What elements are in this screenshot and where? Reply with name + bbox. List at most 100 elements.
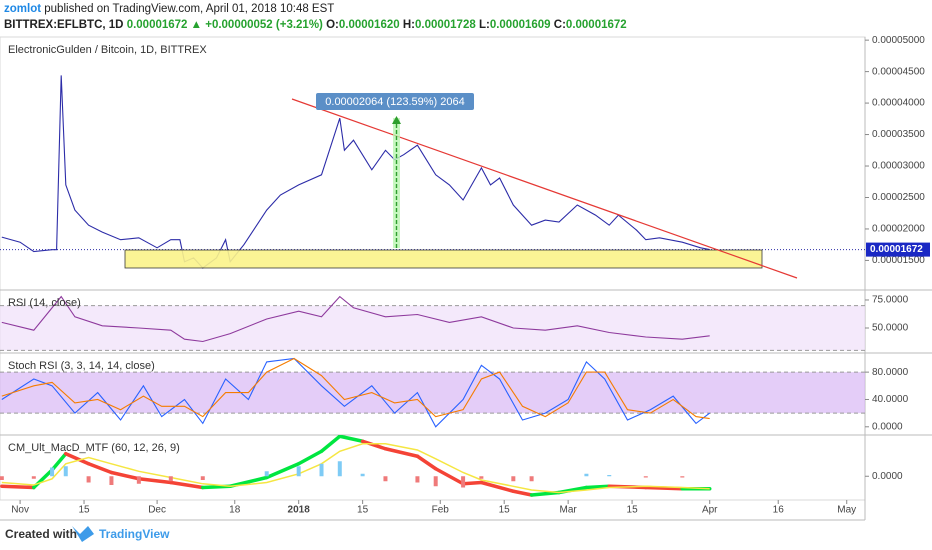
pane (0, 357, 865, 428)
macd-segment (529, 490, 561, 497)
x-tick-label: Apr (702, 505, 718, 516)
x-tick-label: Feb (432, 505, 450, 516)
macd-segment (109, 470, 141, 481)
histogram-bar (86, 476, 91, 483)
band (0, 372, 865, 414)
last-price-text: 0.00001672 (870, 244, 923, 255)
pane-title: ElectronicGulden / Bitcoin, 1D, BITTREX (8, 44, 207, 56)
macd-segment (479, 480, 516, 493)
x-tick-label: Nov (11, 505, 29, 516)
x-tick-label: May (837, 505, 856, 516)
histogram-bar (109, 476, 114, 485)
author[interactable]: zomlot (4, 3, 42, 15)
support-zone (124, 249, 763, 269)
histogram-bar (337, 461, 342, 477)
x-tick-label: 2018 (288, 505, 311, 516)
y-tick-label: 0.00002500 (872, 192, 925, 203)
y-tick-label: 75.0000 (872, 295, 909, 306)
histogram-bar (200, 476, 205, 480)
y-tick-label: 0.00003500 (872, 129, 925, 140)
y-tick-label: 0.00004500 (872, 66, 925, 77)
histogram-bar (50, 467, 55, 477)
macd-segment (169, 480, 205, 490)
measure-label: 0.00002064 (123.59%) 2064 (325, 96, 464, 108)
series-line (1, 295, 710, 343)
plot-frame (0, 36, 866, 501)
histogram-bar (168, 476, 173, 482)
y-tick-label: 0.00003000 (872, 161, 925, 172)
x-tick-label: 18 (229, 505, 241, 516)
open: 0.00001620 (338, 19, 400, 31)
histogram-bar (31, 476, 36, 479)
x-tick-label: Mar (560, 505, 578, 516)
series-line (1, 357, 710, 420)
high: 0.00001728 (414, 19, 476, 31)
histogram-bar (433, 476, 438, 487)
measure-arrow-head (392, 116, 401, 124)
macd-segment (296, 449, 324, 466)
series-line (1, 75, 710, 269)
series-line (1, 357, 711, 428)
x-tick-label: Dec (148, 505, 166, 516)
macd-segment (0, 484, 36, 490)
y-tick-label: 0.00005000 (872, 35, 925, 46)
c-label: C: (553, 19, 566, 31)
y-tick-label: 40.0000 (872, 394, 909, 405)
histogram-bar (479, 476, 484, 479)
low: 0.00001609 (489, 19, 551, 31)
o-label: O: (326, 19, 339, 31)
macd-segment (86, 462, 114, 475)
x-tick-label: 15 (78, 505, 90, 516)
last: 0.00001672 (126, 19, 188, 31)
y-tick-label: 50.0000 (872, 323, 909, 334)
close: 0.00001672 (565, 19, 627, 31)
histogram-bar (0, 476, 4, 480)
footer-created: Created with (5, 527, 77, 541)
footer-brand[interactable]: TradingView (99, 527, 170, 541)
published: published on TradingView.com, April 01, … (44, 3, 335, 15)
histogram-bar (511, 476, 516, 482)
macd-segment (644, 485, 685, 491)
y-tick-label: 80.0000 (872, 367, 909, 378)
x-tick-label: 15 (627, 505, 639, 516)
last-price-tag (866, 242, 930, 257)
x-tick-label: 15 (357, 505, 369, 516)
histogram-bar (607, 475, 612, 477)
macd-segment (50, 452, 68, 472)
trend-line (291, 98, 798, 279)
y-tick-label: 0.00002000 (872, 224, 925, 235)
macd-segment (64, 452, 91, 466)
series-line (1, 443, 710, 494)
measure-label-box (316, 93, 474, 110)
histogram-bar (383, 476, 388, 482)
pane (0, 435, 712, 497)
header-line-1: zomlot published on TradingView.com, Apr… (4, 3, 334, 15)
macd-segment (511, 489, 534, 497)
tv-logo (72, 526, 94, 542)
macd-segment (433, 467, 465, 486)
pane-title: Stoch RSI (3, 3, 14, 14, close) (8, 360, 155, 372)
macd-segment (137, 477, 173, 485)
y-tick-label: 0.00001500 (872, 255, 925, 266)
macd-segment (584, 484, 611, 490)
y-tick-label: 0.0000 (872, 471, 903, 482)
macd-segment (461, 480, 484, 486)
macd-segment (360, 439, 388, 451)
histogram-bar (461, 476, 466, 488)
change: ▲ +0.00000052 (+3.21%) (190, 19, 323, 31)
histogram-bar (584, 473, 589, 477)
macd-segment (338, 435, 365, 443)
histogram-bar (296, 466, 301, 477)
histogram-bar (264, 471, 269, 477)
pane-title: RSI (14, close) (8, 297, 81, 309)
y-tick-label: 0.0000 (872, 421, 903, 432)
histogram-bar (136, 476, 141, 484)
macd-segment (264, 462, 301, 480)
macd-segment (415, 454, 438, 471)
histogram-bar (360, 473, 365, 477)
histogram-bar (415, 476, 420, 483)
pane: 0.00002064 (123.59%) 2064 (0, 75, 865, 279)
macd-segment (228, 475, 269, 488)
